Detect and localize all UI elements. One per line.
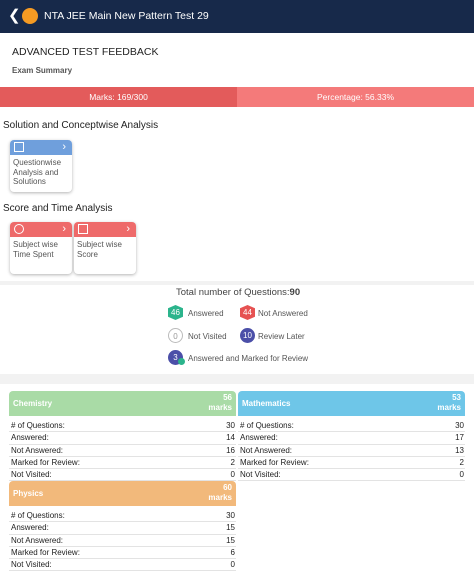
- stat-value: 15: [226, 535, 235, 545]
- legend-label: Review Later: [258, 332, 305, 341]
- stat-row: # of Questions: 30: [238, 420, 465, 433]
- back-button[interactable]: ❮: [8, 7, 21, 24]
- marks-unit: marks: [437, 403, 461, 412]
- answered-badge: 46: [168, 305, 183, 320]
- section-heading: Score and Time Analysis: [3, 203, 113, 214]
- marks-unit: marks: [208, 493, 232, 502]
- stat-label: # of Questions:: [240, 421, 294, 430]
- stat-value: 16: [226, 445, 235, 455]
- stat-row: Marked for Review: 2: [9, 457, 236, 470]
- stat-label: Answered:: [240, 433, 278, 443]
- stat-value: 30: [226, 421, 235, 430]
- stat-row: Not Visited: 0: [238, 469, 465, 482]
- stat-value: 2: [459, 457, 464, 467]
- analysis-card[interactable]: › Subject wise Score: [74, 222, 136, 274]
- not-visited-badge: 0: [168, 328, 183, 343]
- stat-label: Not Answered:: [11, 445, 64, 455]
- marks-value: 60: [223, 483, 232, 492]
- subject-header: Chemistry 56 marks: [9, 391, 236, 416]
- subject-name: Chemistry: [13, 399, 53, 408]
- review-badge: 10: [240, 328, 255, 343]
- stat-label: Answered:: [11, 523, 49, 533]
- page-title: NTA JEE Main New Pattern Test 29: [44, 10, 209, 22]
- stat-value: 17: [455, 433, 464, 443]
- stat-label: Not Visited:: [11, 470, 52, 480]
- stat-label: Not Visited:: [240, 470, 281, 480]
- stat-value: 15: [226, 523, 235, 533]
- analysis-card[interactable]: › Subject wise Time Spent: [10, 222, 72, 274]
- stat-row: Answered: 15: [9, 522, 236, 535]
- subject-marks: 60 marks: [208, 483, 232, 503]
- total-value: 90: [289, 287, 301, 298]
- percentage-bar: Percentage: 56.33%: [237, 87, 474, 107]
- stat-label: # of Questions:: [11, 421, 65, 430]
- stat-label: Not Answered:: [240, 445, 293, 455]
- card-label: Subject wise Score: [77, 240, 122, 259]
- stat-value: 6: [230, 547, 235, 557]
- marks-unit: marks: [208, 403, 232, 412]
- stat-value: 13: [455, 445, 464, 455]
- stat-value: 2: [230, 457, 235, 467]
- stat-row: Not Answered: 15: [9, 535, 236, 547]
- stat-value: 0: [230, 560, 235, 570]
- stat-row: Answered: 14: [9, 432, 236, 445]
- total-label: Total number of Questions:: [176, 287, 290, 298]
- stat-value: 0: [459, 470, 464, 480]
- top-bar: [0, 0, 474, 33]
- stat-value: 30: [226, 511, 235, 520]
- subject-name: Mathematics: [242, 399, 291, 408]
- stat-row: Marked for Review: 2: [238, 457, 465, 470]
- card-header: ›: [10, 222, 72, 237]
- check-dot: [178, 358, 185, 365]
- analysis-card[interactable]: › Questionwise Analysis and Solutions: [10, 140, 72, 192]
- stat-value: 14: [226, 433, 235, 443]
- stat-row: Not Visited: 0: [9, 469, 236, 482]
- card-header: ›: [10, 140, 72, 155]
- divider: [0, 281, 474, 285]
- subject-name: Physics: [13, 489, 44, 498]
- marks-value: 56: [223, 393, 232, 402]
- stat-row: # of Questions: 30: [9, 420, 236, 433]
- stat-label: Marked for Review:: [11, 457, 80, 467]
- not-answered-badge: 44: [240, 305, 255, 320]
- stat-label: Marked for Review:: [11, 547, 80, 557]
- exam-summary-label: Exam Summary: [12, 66, 73, 75]
- stat-row: Answered: 17: [238, 432, 465, 445]
- stat-label: # of Questions:: [11, 511, 65, 520]
- stat-label: Marked for Review:: [240, 457, 309, 467]
- stat-value: 0: [230, 470, 235, 480]
- legend-label: Not Visited: [188, 332, 227, 341]
- card-label: Questionwise Analysis and Solutions: [13, 158, 62, 186]
- stat-value: 30: [455, 421, 464, 430]
- subject-marks: 53 marks: [437, 393, 461, 413]
- total-questions: Total number of Questions:90: [176, 287, 300, 298]
- stat-row: Not Answered: 16: [9, 445, 236, 457]
- stat-row: Marked for Review: 6: [9, 547, 236, 560]
- stat-row: # of Questions: 30: [9, 510, 236, 523]
- subject-header: Physics 60 marks: [9, 481, 236, 506]
- section-heading: Solution and Conceptwise Analysis: [3, 120, 159, 131]
- stat-label: Not Visited:: [11, 560, 52, 570]
- stat-row: Not Answered: 13: [238, 445, 465, 457]
- stat-row: Not Visited: 0: [9, 559, 236, 571]
- marks-bar: Marks: 169/300: [0, 87, 237, 107]
- marks-value: 53: [452, 393, 461, 402]
- legend-label: Not Answered: [258, 309, 308, 318]
- stat-label: Answered:: [11, 433, 49, 443]
- divider: [0, 374, 474, 384]
- subject-header: Mathematics 53 marks: [238, 391, 465, 416]
- feedback-title: ADVANCED TEST FEEDBACK: [12, 46, 159, 58]
- stat-label: Not Answered:: [11, 535, 64, 545]
- legend-label: Answered: [188, 309, 224, 318]
- subject-marks: 56 marks: [208, 393, 232, 413]
- card-label: Subject wise Time Spent: [13, 240, 58, 259]
- legend-label: Answered and Marked for Review: [188, 354, 309, 363]
- app-logo: [22, 8, 38, 24]
- card-header: ›: [74, 222, 136, 237]
